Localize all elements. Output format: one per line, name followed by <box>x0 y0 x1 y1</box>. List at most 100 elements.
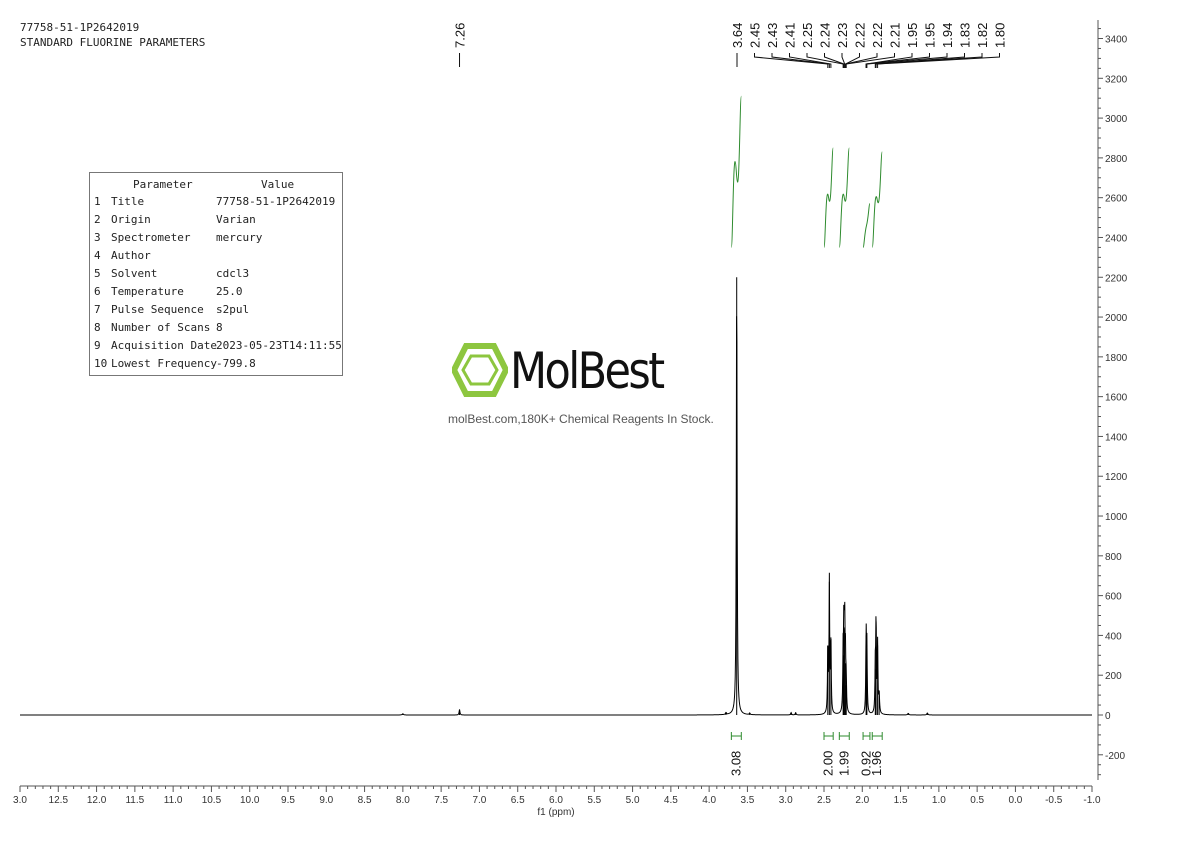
peak-label: 2.43 <box>765 23 780 48</box>
integral-curve <box>862 203 871 248</box>
param-row: 10 Lowest Frequency -799.8 <box>90 357 342 375</box>
x-tick-label: -1.0 <box>1083 795 1101 806</box>
x-tick-label: 8.5 <box>358 795 372 806</box>
integral-value: 1.99 <box>836 751 851 776</box>
x-axis-title: f1 (ppm) <box>537 807 574 818</box>
y-tick-label: 800 <box>1105 552 1122 563</box>
peak-label-stem <box>771 53 830 68</box>
peak-label-stem <box>844 53 860 68</box>
peak-label-stem <box>824 53 845 68</box>
x-tick-label: 12.0 <box>87 795 107 806</box>
peak-label-stem <box>875 53 983 68</box>
y-tick-label: -200 <box>1105 751 1125 762</box>
peak-label: 2.41 <box>783 23 798 48</box>
param-value: mercury <box>216 231 263 244</box>
x-tick-label: 6.0 <box>549 795 563 806</box>
x-tick-label: 3.0 <box>13 795 27 806</box>
y-tick-label: 3000 <box>1105 114 1128 125</box>
peak-labels: 7.26 3.64 2.45 2.43 2.41 2.25 2.24 2.23 2.22 2.22… <box>453 23 1008 68</box>
param-row: 1 Title 77758-51-1P2642019 <box>90 195 342 213</box>
param-row: 6 Temperature 25.0 <box>90 285 342 303</box>
param-value: 2023-05-23T14:11:55 <box>216 339 342 352</box>
experiment-subtitle: STANDARD FLUORINE PARAMETERS <box>20 36 206 49</box>
y-tick-label: 0 <box>1105 711 1111 722</box>
peak-label-stem <box>865 53 930 68</box>
peak-label-stem <box>866 53 948 68</box>
peak-label: 2.45 <box>748 23 763 48</box>
value-column-header: Value <box>261 178 295 191</box>
param-value: -799.8 <box>216 357 256 370</box>
x-tick-label: 0.0 <box>1008 795 1022 806</box>
param-name: Pulse Sequence <box>111 303 204 316</box>
peak-label: 1.83 <box>958 23 973 48</box>
sample-id: 77758-51-1P2642019 <box>20 21 140 34</box>
y-tick-label: 2800 <box>1105 154 1128 165</box>
integrals: 3.08 2.00 1.99 0.921.96 <box>728 95 884 776</box>
x-tick-label: 9.0 <box>319 795 333 806</box>
param-value: cdcl3 <box>216 267 250 280</box>
x-tick-label: 1.0 <box>932 795 946 806</box>
x-tick-label: 7.5 <box>434 795 448 806</box>
x-tick-label: 3.5 <box>740 795 754 806</box>
y-tick-label: 2000 <box>1105 313 1128 324</box>
peak-label-stem <box>874 53 965 68</box>
param-value: 25.0 <box>216 285 243 298</box>
x-tick-label: 5.0 <box>626 795 640 806</box>
param-row: 7 Pulse Sequence s2pul <box>90 303 342 321</box>
row-number: 3 <box>94 231 101 244</box>
param-name: Solvent <box>111 267 158 280</box>
row-number: 10 <box>94 357 108 370</box>
spectrum-header: 77758-51-1P2642019 STANDARD FLUORINE PAR… <box>20 20 205 50</box>
row-number: 1 <box>94 195 101 208</box>
y-tick-label: 400 <box>1105 631 1122 642</box>
param-row: 8 Number of Scans 8 <box>90 321 342 339</box>
x-tick-label: 8.0 <box>396 795 410 806</box>
integral-value: 0.92 <box>858 751 873 776</box>
x-tick-label: 1.5 <box>894 795 908 806</box>
row-number: 5 <box>94 267 101 280</box>
peak-label: 7.26 <box>453 23 468 48</box>
param-name: Lowest Frequency <box>111 357 217 370</box>
peak-label-stem <box>845 53 895 68</box>
peak-label: 2.25 <box>800 23 815 48</box>
x-tick-label: 12.5 <box>49 795 69 806</box>
param-value: Varian <box>216 213 256 226</box>
peak-label: 2.22 <box>853 23 868 48</box>
spectrum <box>20 277 1092 716</box>
param-name: Temperature <box>111 285 184 298</box>
integral-value: 1.96 <box>869 751 884 776</box>
watermark-logo: MolBest molBest.com,180K+ Chemical Reage… <box>448 340 752 440</box>
peak-label-stem <box>754 53 829 68</box>
x-tick-label: 2.5 <box>817 795 831 806</box>
integral-value: 2.00 <box>821 751 836 776</box>
x-tick-label: 4.5 <box>664 795 678 806</box>
param-name: Title <box>111 195 145 208</box>
y-tick-label: 1200 <box>1105 472 1128 483</box>
benzene-icon <box>452 343 508 397</box>
peak-label-stem <box>844 53 878 68</box>
row-number: 8 <box>94 321 101 334</box>
param-name: Origin <box>111 213 151 226</box>
parameter-table: Parameter Value 1 Title 77758-51-1P2642019… <box>89 172 343 376</box>
spectrum-line <box>20 316 1092 716</box>
brand-wordmark: MolBest <box>510 342 665 400</box>
peak-label: 2.24 <box>818 23 833 48</box>
integral-value: 3.08 <box>728 751 743 776</box>
peak-label: 2.21 <box>888 23 903 48</box>
param-value: s2pul <box>216 303 250 316</box>
y-tick-label: 2400 <box>1105 233 1128 244</box>
integral-curve <box>730 95 742 248</box>
peak-label: 1.94 <box>940 23 955 48</box>
y-tick-label: 2600 <box>1105 194 1128 205</box>
y-tick-label: 1400 <box>1105 432 1128 443</box>
x-tick-label: 10.0 <box>240 795 260 806</box>
y-tick-label: 3200 <box>1105 74 1128 85</box>
param-name: Number of Scans <box>111 321 211 334</box>
param-row: 9 Acquisition Date 2023-05-23T14:11:55 <box>90 339 342 357</box>
row-number: 2 <box>94 213 101 226</box>
x-tick-label: 5.5 <box>587 795 601 806</box>
param-value: 77758-51-1P2642019 <box>216 195 336 208</box>
x-tick-label: 7.0 <box>472 795 486 806</box>
peak-label: 2.22 <box>870 23 885 48</box>
